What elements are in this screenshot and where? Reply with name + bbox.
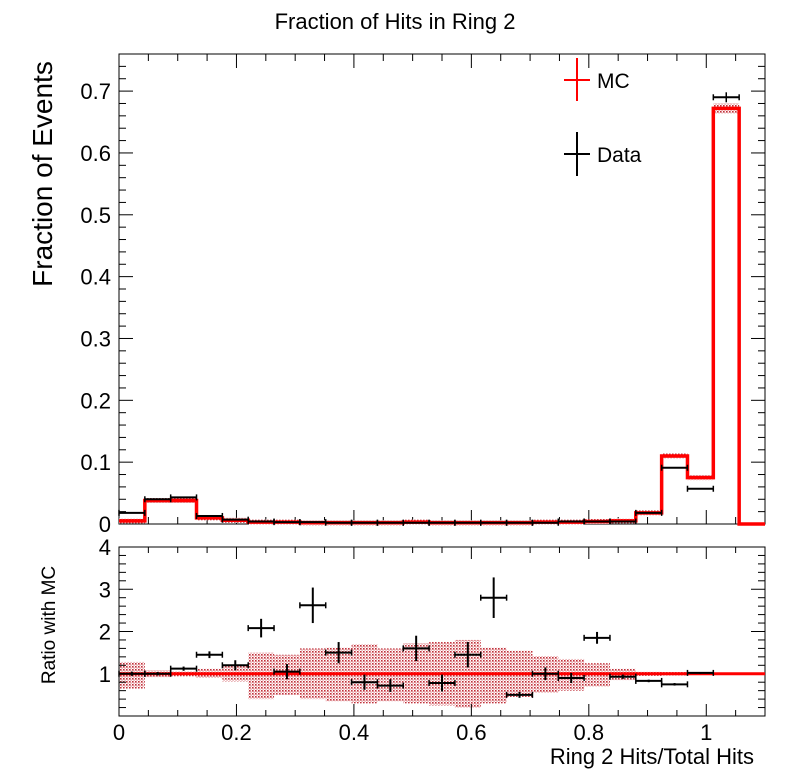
ratio-y-tick-label: 3 xyxy=(99,577,111,602)
ratio-mc-band xyxy=(480,647,507,704)
legend-data-label: Data xyxy=(597,144,642,167)
data-point xyxy=(169,494,198,501)
ratio-point xyxy=(402,635,430,662)
bottom-y-axis-label: Ratio with MC xyxy=(39,566,60,684)
x-tick-label: 0.8 xyxy=(574,720,605,745)
legend-mc-label: MC xyxy=(597,70,630,93)
data-point xyxy=(686,485,715,492)
ratio-point xyxy=(686,669,715,676)
ratio-point xyxy=(454,642,482,668)
ratio-point xyxy=(428,674,456,692)
ratio-point xyxy=(169,665,198,672)
top-y-tick-label: 0.2 xyxy=(80,388,111,413)
ratio-point xyxy=(609,673,637,680)
top-y-tick-label: 0.7 xyxy=(80,79,111,104)
ratio-point xyxy=(299,587,327,624)
data-point xyxy=(660,464,689,471)
ratio-point xyxy=(247,618,275,638)
x-tick-label: 0.6 xyxy=(456,720,487,745)
data-point xyxy=(609,518,637,525)
x-tick-label: 0.2 xyxy=(221,720,252,745)
ratio-point xyxy=(505,691,534,698)
ratio-y-tick-label: 2 xyxy=(99,620,111,645)
data-point xyxy=(118,509,146,516)
ratio-point xyxy=(583,631,611,644)
mc-histogram-line xyxy=(119,106,765,526)
chart-title: Fraction of Hits in Ring 2 xyxy=(275,9,516,34)
data-point xyxy=(712,92,740,103)
legend: MC Data xyxy=(564,58,642,176)
ratio-point xyxy=(221,660,249,671)
ratio-point xyxy=(273,664,301,680)
top-y-tick-label: 0.6 xyxy=(80,141,111,166)
ratio-y-tick-label: 4 xyxy=(99,535,111,560)
ratio-panel: 1 2 3 4 0 0.2 0.4 0.6 0.8 1 xyxy=(99,535,766,745)
ratio-point xyxy=(144,670,172,677)
ratio-point xyxy=(324,642,353,664)
data-point xyxy=(635,509,663,516)
top-y-tick-label: 0.4 xyxy=(80,265,111,290)
ratio-point xyxy=(557,672,585,684)
ratio-point xyxy=(480,577,508,618)
top-y-tick-label: 0.1 xyxy=(80,450,111,475)
x-tick-label: 0.4 xyxy=(339,720,370,745)
ratio-point xyxy=(195,651,224,659)
x-tick-label: 0 xyxy=(113,720,125,745)
ratio-point xyxy=(635,677,663,684)
top-y-axis-label: Fraction of Events xyxy=(27,61,58,287)
top-y-tick-label: 0.5 xyxy=(80,203,111,228)
ratio-y-tick-label: 1 xyxy=(99,662,111,687)
top-histogram-panel: 0 0.1 0.2 0.3 0.4 0.5 0.6 0.7 MC Data xyxy=(80,53,766,537)
x-axis-label: Ring 2 Hits/Total Hits xyxy=(550,744,754,769)
x-tick-label: 1 xyxy=(700,720,712,745)
ratio-point xyxy=(376,679,404,692)
ratio-mc-band xyxy=(248,652,275,700)
ratio-point xyxy=(660,681,689,688)
top-y-tick-label: 0.3 xyxy=(80,326,111,351)
ratio-point xyxy=(350,674,379,690)
top-y-tick-label: 0 xyxy=(99,512,111,537)
